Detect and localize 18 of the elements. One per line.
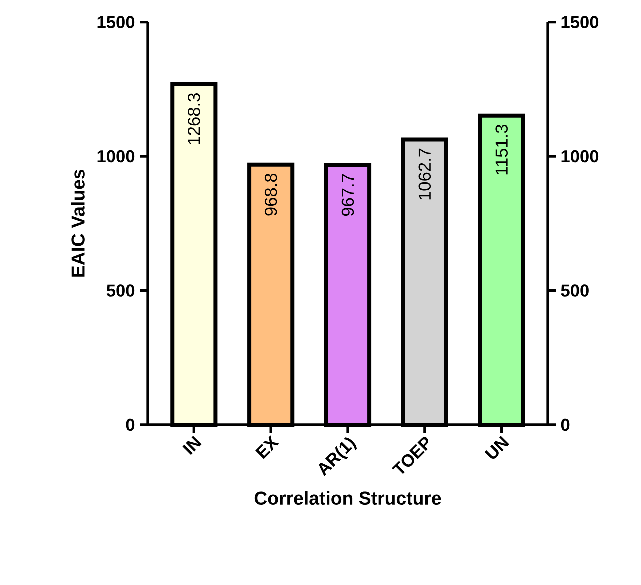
data-label: 1062.7	[418, 148, 432, 200]
data-label: 1151.3	[496, 124, 508, 175]
data-label: 967.7	[342, 174, 354, 216]
data-label: 968.8	[264, 174, 278, 216]
y2-tick-label: 500	[561, 284, 589, 297]
y-tick-label: 0	[126, 418, 135, 432]
y2-tick-label: 0	[561, 418, 570, 432]
y-tick-label: 500	[106, 284, 135, 297]
y2-tick-label: 1000	[562, 150, 599, 163]
y-tick-label: 1500	[98, 16, 135, 28]
data-label: 1268.3	[188, 94, 200, 144]
x-tick-label: IN	[182, 436, 202, 456]
x-tick-label: EX	[256, 436, 280, 460]
y-axis-title: EAIC Values	[71, 170, 85, 277]
y2-tick-label: 1500	[562, 16, 599, 28]
y-tick-label: 1000	[98, 150, 135, 163]
x-axis-title: Correlation Structure	[254, 491, 442, 506]
x-tick-label: UN	[484, 436, 510, 460]
